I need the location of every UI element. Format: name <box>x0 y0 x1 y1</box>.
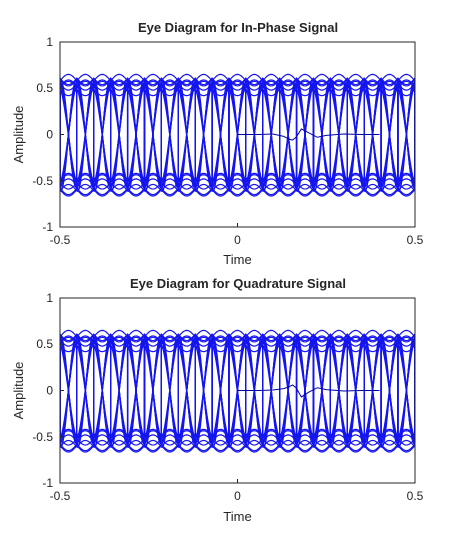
eye-trace <box>60 333 415 342</box>
chart-title: Eye Diagram for In-Phase Signal <box>138 20 338 35</box>
plot-area <box>59 297 416 484</box>
eye-trace <box>60 334 415 343</box>
eye-trace <box>60 340 415 439</box>
axes-quadrature: Eye Diagram for Quadrature Signal -0.5 0… <box>11 276 424 524</box>
y-tick-label: -1 <box>42 476 53 490</box>
eye-trace <box>60 84 415 183</box>
eye-trace <box>60 77 415 86</box>
y-tick-label: -1 <box>42 220 53 234</box>
x-tick-label: 0.5 <box>407 233 424 247</box>
eye-traces <box>60 73 415 197</box>
y-tick-label: 0.5 <box>36 337 53 351</box>
plot-area <box>59 41 416 228</box>
y-tick-label: -0.5 <box>32 174 53 188</box>
y-tick-label: 1 <box>46 291 53 305</box>
chart-title: Eye Diagram for Quadrature Signal <box>130 276 346 291</box>
y-axis-label: Amplitude <box>11 362 26 420</box>
x-tick-label: -0.5 <box>50 489 71 503</box>
axes-box <box>59 297 416 484</box>
axes-in-phase: Eye Diagram for In-Phase Signal -0.5 0 0… <box>11 20 424 267</box>
y-tick-label: 0 <box>46 384 53 398</box>
eye-trace <box>60 444 415 453</box>
x-tick-label: 0 <box>234 233 241 247</box>
eye-trace <box>60 174 415 183</box>
eye-traces <box>60 329 415 453</box>
y-tick-label: 0 <box>46 128 53 142</box>
axes-box <box>59 41 416 228</box>
pulse-trace <box>237 128 380 141</box>
y-axis-label: Amplitude <box>11 106 26 164</box>
eye-trace <box>60 430 415 439</box>
y-tick-label: 1 <box>46 35 53 49</box>
x-axis-label: Time <box>223 509 251 524</box>
x-axis-label: Time <box>223 252 251 267</box>
x-tick-label: 0.5 <box>407 489 424 503</box>
pulse-trace <box>237 384 380 398</box>
y-tick-label: 0.5 <box>36 81 53 95</box>
y-tick-label: -0.5 <box>32 430 53 444</box>
eye-trace <box>60 439 415 448</box>
eye-trace <box>60 78 415 87</box>
x-tick-label: -0.5 <box>50 233 71 247</box>
eye-trace <box>60 188 415 197</box>
x-tick-label: 0 <box>234 489 241 503</box>
eye-trace <box>60 183 415 192</box>
